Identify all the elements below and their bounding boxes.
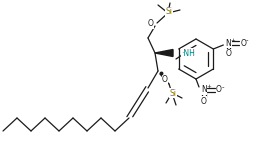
Text: Si: Si	[169, 88, 177, 98]
Polygon shape	[155, 49, 173, 56]
Text: -: -	[222, 84, 224, 90]
Text: Si: Si	[166, 7, 172, 17]
Text: O: O	[148, 20, 154, 29]
Text: O: O	[241, 39, 246, 47]
Text: +: +	[230, 37, 235, 42]
Text: O: O	[201, 97, 207, 105]
Text: +: +	[206, 85, 211, 90]
Text: -: -	[246, 37, 249, 43]
Text: ·NH: ·NH	[181, 49, 195, 58]
Text: O: O	[225, 49, 231, 58]
Text: N: N	[225, 39, 231, 47]
Text: N: N	[201, 85, 207, 95]
Text: O: O	[162, 76, 168, 85]
Text: O: O	[216, 85, 222, 95]
